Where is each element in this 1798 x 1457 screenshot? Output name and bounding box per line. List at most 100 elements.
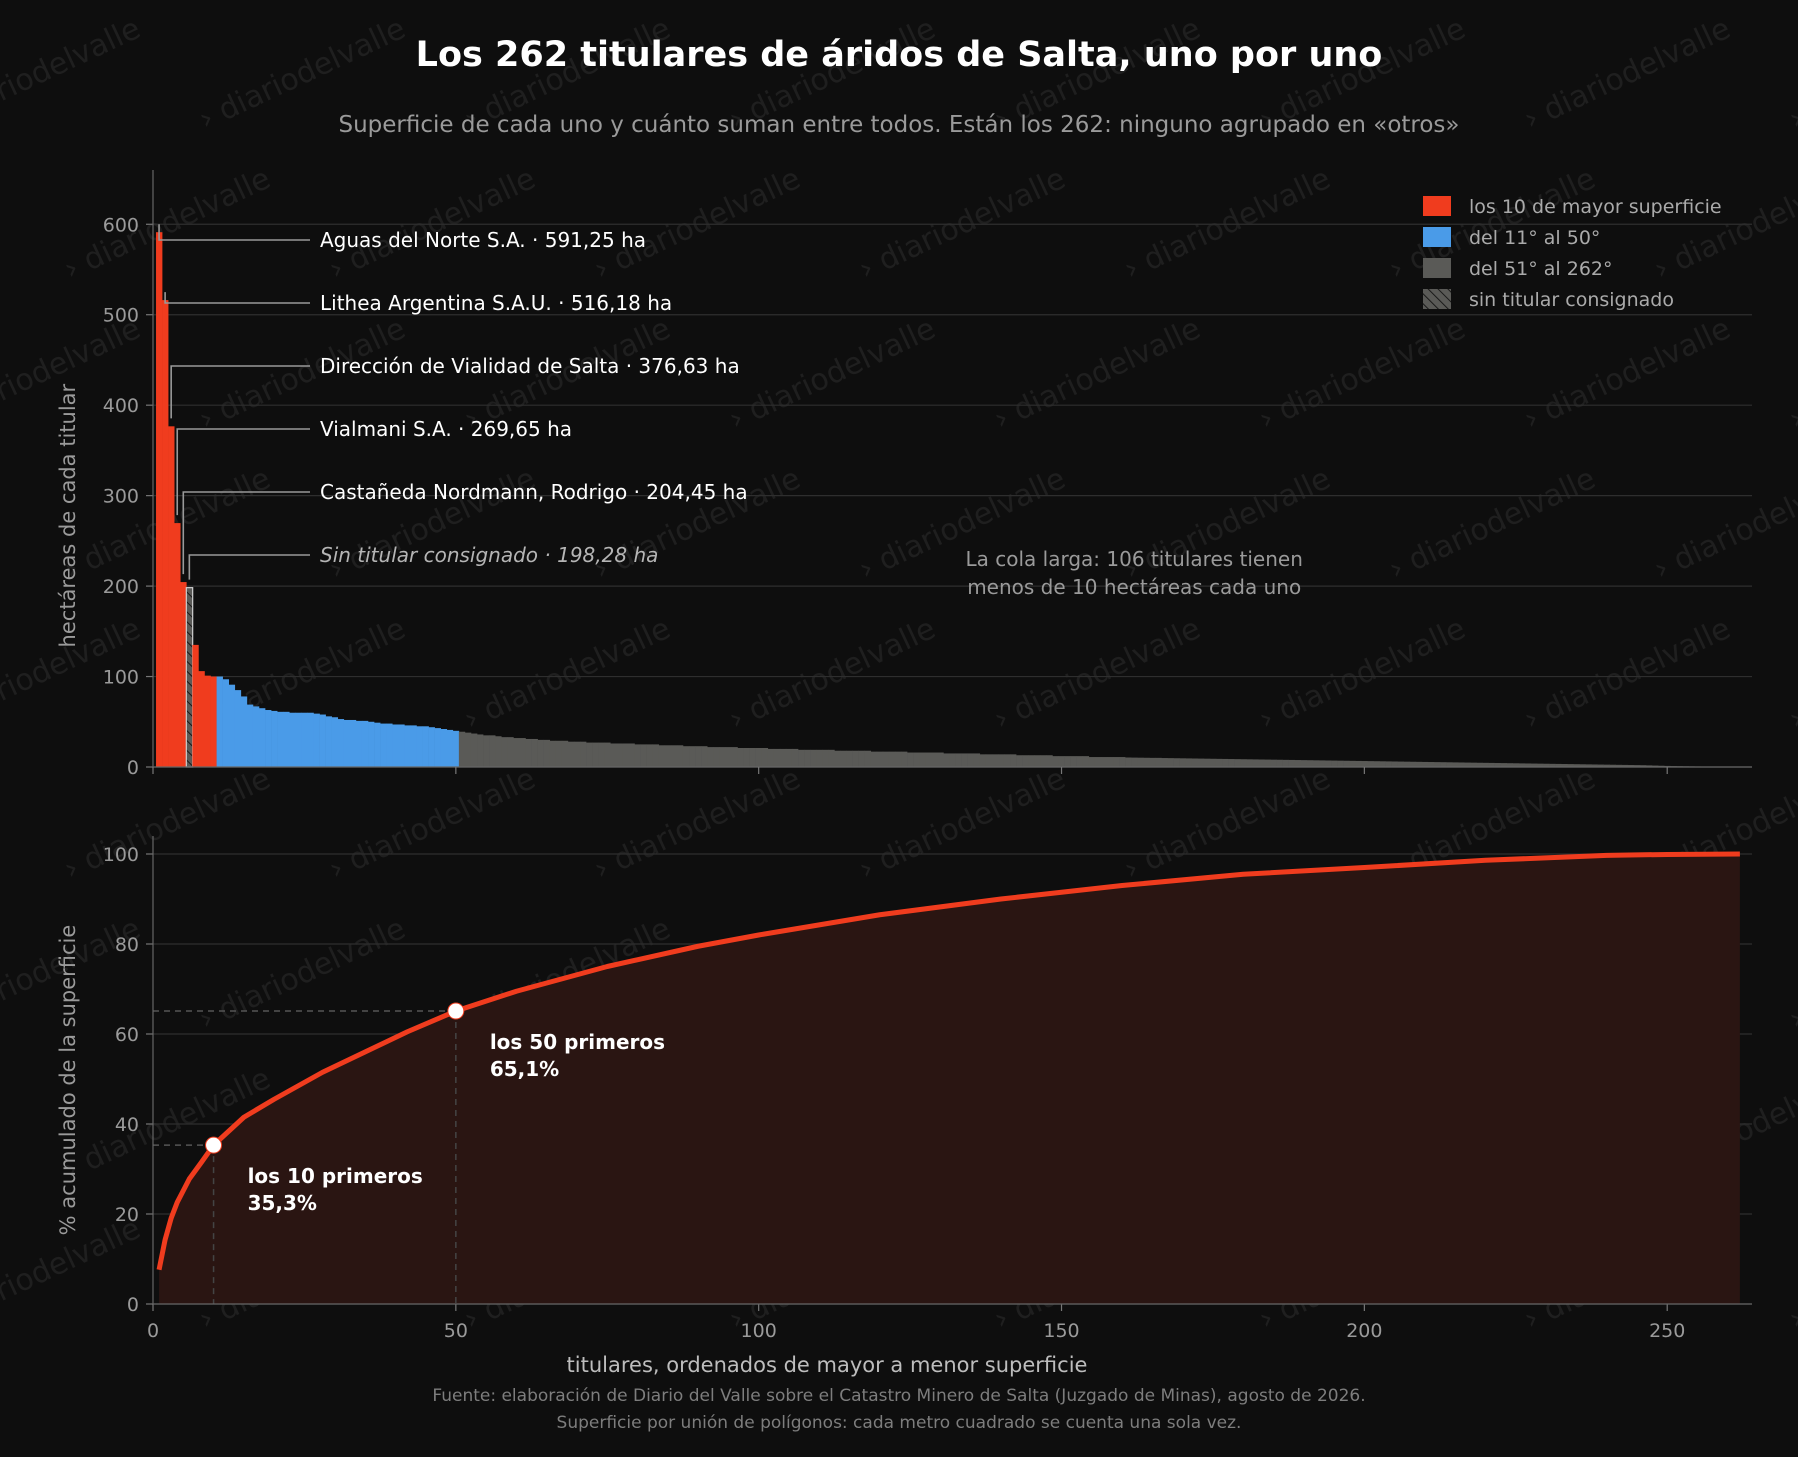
bar <box>368 721 375 767</box>
bar <box>1113 757 1120 767</box>
bar <box>1179 758 1186 767</box>
bar <box>907 752 914 767</box>
bar <box>1421 761 1429 767</box>
annotation-line-2: menos de 10 hectáreas cada uno <box>967 575 1301 599</box>
bar <box>1427 762 1435 767</box>
bar <box>374 722 381 767</box>
y-tick-label: 600 <box>103 214 139 236</box>
bar <box>1052 756 1059 767</box>
bar <box>1137 757 1144 767</box>
bar <box>937 752 944 767</box>
bar <box>289 712 296 767</box>
bar <box>507 737 514 767</box>
legend-swatch <box>1423 289 1451 309</box>
bar-label: Dirección de Vialidad de Salta · 376,63 … <box>320 354 740 378</box>
bar <box>840 750 847 767</box>
bar <box>313 713 320 767</box>
bar-label: Sin titular consignado · 198,28 ha <box>320 543 658 567</box>
top-y-axis-label: hectáreas de cada titular <box>56 383 80 647</box>
watermark-text: › diariodelvalle <box>1519 311 1736 437</box>
highlight-label: los 50 primeros <box>490 1030 665 1054</box>
bar <box>1173 758 1180 767</box>
legend-label: los 10 de mayor superficie <box>1469 196 1722 218</box>
bar <box>779 748 787 767</box>
bar <box>622 743 629 767</box>
bar <box>785 748 793 767</box>
bar <box>1088 757 1096 767</box>
bar <box>628 743 635 767</box>
bar <box>162 300 169 767</box>
bar <box>901 751 908 767</box>
bar <box>707 747 714 767</box>
bar <box>531 738 538 767</box>
bar <box>1046 755 1053 767</box>
bar <box>1240 759 1247 767</box>
bar <box>1034 755 1041 767</box>
y-tick-label: 60 <box>115 1024 139 1046</box>
bar <box>1076 756 1084 767</box>
x-tick-label: 100 <box>741 1320 777 1342</box>
bar <box>446 729 454 767</box>
bar <box>1579 764 1586 767</box>
watermark-text: › diariodelvalle <box>1519 611 1736 737</box>
bar <box>1185 758 1193 767</box>
bar <box>1203 758 1211 767</box>
bar <box>1258 759 1265 767</box>
bar <box>882 751 890 767</box>
cumulative-line <box>156 851 1740 1271</box>
leader-line <box>182 491 310 575</box>
bar <box>355 720 363 767</box>
bar <box>277 711 284 767</box>
bar <box>1409 761 1417 767</box>
bar <box>525 738 532 767</box>
bar <box>319 714 326 767</box>
bar <box>798 749 805 767</box>
bar <box>979 754 987 767</box>
bar <box>185 587 194 768</box>
legend-swatch <box>1423 227 1451 247</box>
bar <box>1209 758 1217 767</box>
x-tick-label: 150 <box>1043 1320 1079 1342</box>
bar <box>1555 763 1562 767</box>
bar <box>864 750 872 767</box>
bar <box>1282 759 1289 767</box>
watermark-text: › diariodelvalle <box>0 11 146 137</box>
bar <box>755 748 763 767</box>
bar <box>1603 764 1610 767</box>
legend-label: del 11° al 50° <box>1469 227 1600 249</box>
bar <box>1016 755 1023 767</box>
bar <box>1040 755 1047 767</box>
y-tick-label: 500 <box>103 305 139 327</box>
highlight-point <box>447 1002 465 1020</box>
bar <box>1343 760 1350 767</box>
bar <box>228 684 236 767</box>
bar <box>997 754 1005 767</box>
bar <box>216 676 223 767</box>
bar <box>1652 765 1659 767</box>
y-tick-label: 20 <box>115 1204 139 1226</box>
bar <box>1222 758 1229 767</box>
bar <box>1627 765 1635 767</box>
bar <box>337 719 345 767</box>
bar <box>731 747 738 767</box>
bar <box>1658 765 1665 767</box>
bar <box>1543 763 1550 767</box>
bar <box>1458 762 1465 767</box>
bar <box>1197 758 1205 767</box>
bar <box>1312 760 1320 767</box>
bar <box>1294 760 1302 767</box>
bar <box>1228 759 1235 767</box>
bar <box>1143 757 1150 767</box>
bar <box>246 704 254 767</box>
chart-title: Los 262 titulares de áridos de Salta, un… <box>416 35 1383 75</box>
watermark-text: › diariodelvalle <box>459 611 676 737</box>
bar <box>1434 762 1441 767</box>
bar <box>1276 759 1283 767</box>
bar <box>1155 757 1162 767</box>
bar <box>307 712 314 767</box>
bottom-y-axis-label: % acumulado de la superficie <box>56 925 80 1236</box>
bar-chart-surface-per-owner: Aguas del Norte S.A. · 591,25 ha Lithea A… <box>56 170 1752 779</box>
bar <box>876 751 884 767</box>
bar-label: Aguas del Norte S.A. · 591,25 ha <box>320 228 646 252</box>
bar <box>398 724 405 767</box>
